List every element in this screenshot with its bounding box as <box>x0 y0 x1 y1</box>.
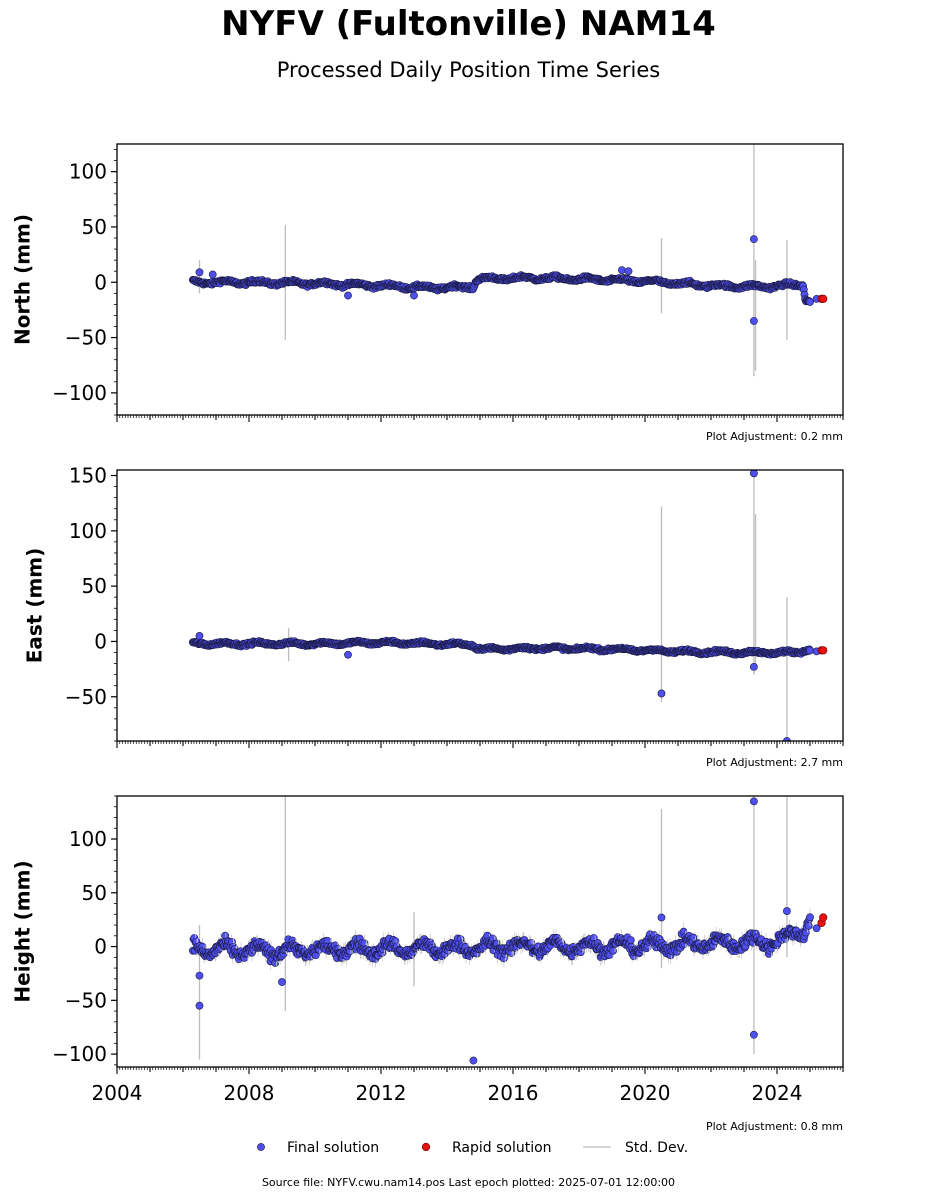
panel-north: 100 50 0 −50 −100 North (mm) Plot Adjustment: … <box>11 143 844 443</box>
legend: Final solution Rapid solution Std. Dev. <box>257 1140 688 1156</box>
final-point <box>195 632 204 640</box>
y-axis-label: North (mm) <box>11 214 35 345</box>
plot-adjustment-note: Plot Adjustment: 0.8 mm <box>706 1120 843 1133</box>
final-point <box>750 470 758 478</box>
axes-frame <box>116 795 844 1068</box>
x-tick-label: 2020 <box>620 1081 671 1105</box>
final-solution-series <box>188 470 821 741</box>
final-point <box>812 924 821 933</box>
y-tick-label: 150 <box>69 464 107 488</box>
y-tick-label: 0 <box>94 629 107 653</box>
final-point <box>750 235 758 244</box>
final-point <box>609 946 617 955</box>
final-point <box>624 267 633 276</box>
final-point <box>806 646 814 655</box>
final-point <box>750 1030 758 1039</box>
final-point <box>469 1056 478 1065</box>
final-point <box>806 913 814 922</box>
axes-frame <box>116 469 844 742</box>
final-point <box>344 650 352 659</box>
final-point <box>618 266 626 274</box>
y-tick-label: −50 <box>65 326 107 350</box>
y-tick-label: 100 <box>69 160 107 184</box>
legend-final-marker <box>257 1143 265 1151</box>
y-tick-label: 0 <box>94 270 107 294</box>
final-solution-series <box>188 797 821 1065</box>
final-point <box>804 921 813 930</box>
plot-area <box>188 470 828 741</box>
final-point <box>783 907 791 915</box>
y-tick-label: 100 <box>69 519 107 543</box>
final-solution-series <box>188 235 821 325</box>
y-tick-label: −100 <box>52 1042 107 1066</box>
final-point <box>195 1001 204 1010</box>
x-tick-label: 2004 <box>92 1081 143 1105</box>
plot-adjustment-note: Plot Adjustment: 2.7 mm <box>706 756 843 769</box>
final-point <box>195 971 204 980</box>
final-point <box>410 291 418 300</box>
rapid-point <box>819 913 828 922</box>
final-point <box>783 737 791 741</box>
x-tick-label: 2008 <box>224 1081 275 1105</box>
plot-area <box>188 796 828 1065</box>
y-tick-label: 0 <box>94 935 107 959</box>
y-tick-label: −50 <box>65 988 107 1012</box>
legend-final-label: Final solution <box>287 1140 379 1156</box>
panel-east: 150 100 50 0 −50 East (mm) Plot Adjustment: 2.… <box>23 464 844 769</box>
y-axis-label: Height (mm) <box>11 860 35 1002</box>
final-point <box>278 978 286 986</box>
final-point <box>657 689 666 698</box>
panel-height: 100 50 0 −50 −100 2004 2008 2012 2016 2020 2024 Hei… <box>11 795 844 1133</box>
final-point <box>750 662 758 671</box>
y-tick-label: −50 <box>65 685 107 709</box>
x-tick-label: 2024 <box>752 1081 803 1105</box>
x-tick-label: 2012 <box>356 1081 407 1105</box>
final-point <box>657 913 666 922</box>
legend-rapid-label: Rapid solution <box>452 1140 552 1156</box>
final-point <box>195 268 204 277</box>
final-point <box>208 270 217 279</box>
plot-area <box>188 144 828 377</box>
chart-subtitle: Processed Daily Position Time Series <box>276 58 661 82</box>
rapid-point <box>819 646 828 655</box>
legend-std-label: Std. Dev. <box>625 1140 688 1156</box>
final-point <box>750 317 758 325</box>
final-point <box>750 797 758 806</box>
source-footer: Source file: NYFV.cwu.nam14.pos Last epo… <box>261 1176 676 1189</box>
y-tick-label: −100 <box>52 381 107 405</box>
y-tick-label: 100 <box>69 827 107 851</box>
final-point <box>806 298 814 306</box>
y-tick-label: 50 <box>82 574 107 598</box>
x-tick-label: 2016 <box>488 1081 539 1105</box>
legend-rapid-marker <box>421 1142 431 1152</box>
final-point <box>626 936 635 945</box>
chart-title: NYFV (Fultonville) NAM14 <box>221 4 716 44</box>
y-axis-label: East (mm) <box>23 548 47 664</box>
final-point <box>344 291 352 300</box>
plot-adjustment-note: Plot Adjustment: 0.2 mm <box>706 430 843 443</box>
y-tick-label: 50 <box>82 215 107 239</box>
rapid-point <box>819 294 828 303</box>
y-tick-label: 50 <box>82 881 107 905</box>
